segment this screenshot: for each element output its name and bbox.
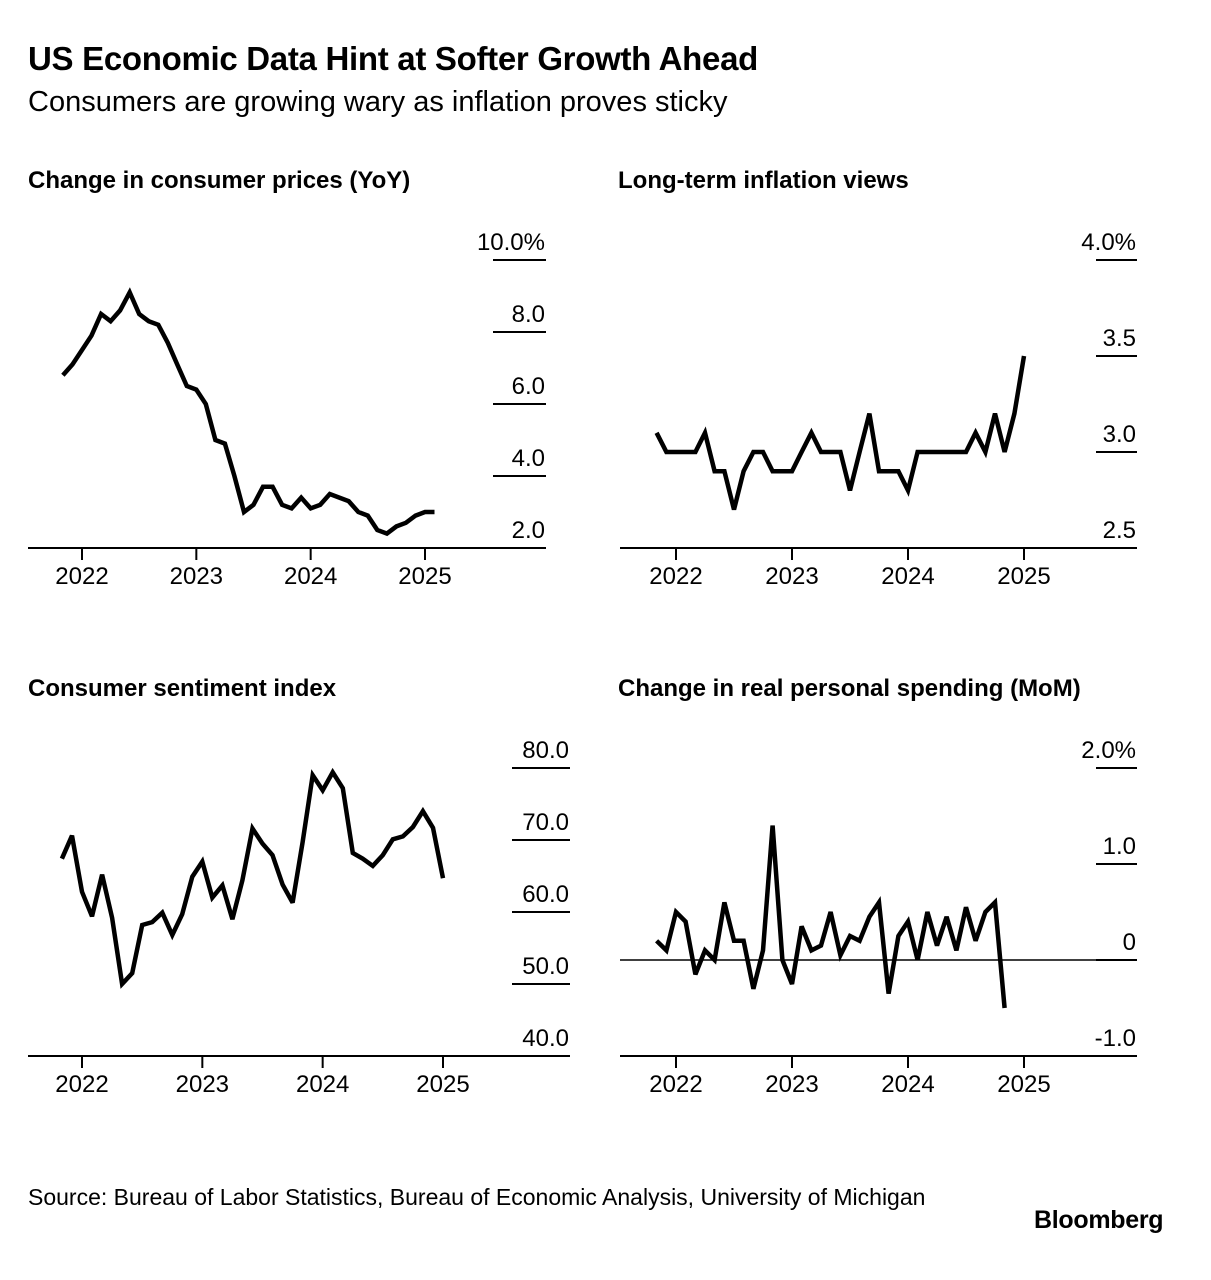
series-line (61, 287, 435, 537)
y-tick-label: 3.0 (1103, 421, 1136, 448)
x-tick-label: 2023 (176, 1071, 229, 1098)
chart-title: US Economic Data Hint at Softer Growth A… (28, 40, 758, 77)
y-tick-label: 40.0 (522, 1025, 569, 1052)
x-tick-label: 2025 (398, 563, 451, 590)
panel-title-personal-spending: Change in real personal spending (MoM) (618, 675, 1081, 702)
x-tick-label: 2024 (284, 563, 337, 590)
chart-subtitle: Consumers are growing wary as inflation … (28, 86, 728, 118)
y-tick-label: 1.0 (1103, 833, 1136, 860)
series-line (654, 355, 1027, 511)
x-tick-label: 2022 (649, 563, 702, 590)
y-tick-label: 60.0 (522, 881, 569, 908)
y-tick-label: 50.0 (522, 953, 569, 980)
x-tick-label: 2025 (416, 1071, 469, 1098)
x-tick-label: 2024 (296, 1071, 349, 1098)
y-tick-label: 8.0 (512, 301, 545, 328)
x-tick-label: 2023 (765, 1071, 818, 1098)
panel-title-consumer-sentiment: Consumer sentiment index (28, 675, 337, 702)
y-tick-label: 3.5 (1103, 325, 1136, 352)
y-tick-label: 2.0 (512, 517, 545, 544)
y-tick-label: 10.0% (477, 229, 545, 256)
panel-title-inflation-views: Long-term inflation views (618, 167, 909, 194)
x-tick-label: 2023 (170, 563, 223, 590)
y-tick-label: -1.0 (1095, 1025, 1136, 1052)
x-tick-label: 2022 (55, 1071, 108, 1098)
x-tick-label: 2022 (649, 1071, 702, 1098)
y-tick-label: 80.0 (522, 737, 569, 764)
x-tick-label: 2025 (997, 563, 1050, 590)
x-tick-label: 2022 (55, 563, 108, 590)
y-tick-label: 70.0 (522, 809, 569, 836)
panel-title-consumer-prices: Change in consumer prices (YoY) (28, 167, 411, 194)
x-tick-label: 2025 (997, 1071, 1050, 1098)
x-tick-label: 2024 (881, 563, 934, 590)
y-tick-label: 2.5 (1103, 517, 1136, 544)
bloomberg-logo: Bloomberg (1034, 1206, 1164, 1234)
series-line (655, 825, 1007, 1009)
x-tick-label: 2024 (881, 1071, 934, 1098)
y-tick-label: 0 (1123, 929, 1136, 956)
y-tick-label: 4.0% (1081, 229, 1136, 256)
y-tick-label: 4.0 (512, 445, 545, 472)
source-note: Source: Bureau of Labor Statistics, Bure… (28, 1184, 926, 1210)
y-tick-label: 2.0% (1081, 737, 1136, 764)
x-tick-label: 2023 (765, 563, 818, 590)
series-line (59, 767, 446, 989)
y-tick-label: 6.0 (512, 373, 545, 400)
